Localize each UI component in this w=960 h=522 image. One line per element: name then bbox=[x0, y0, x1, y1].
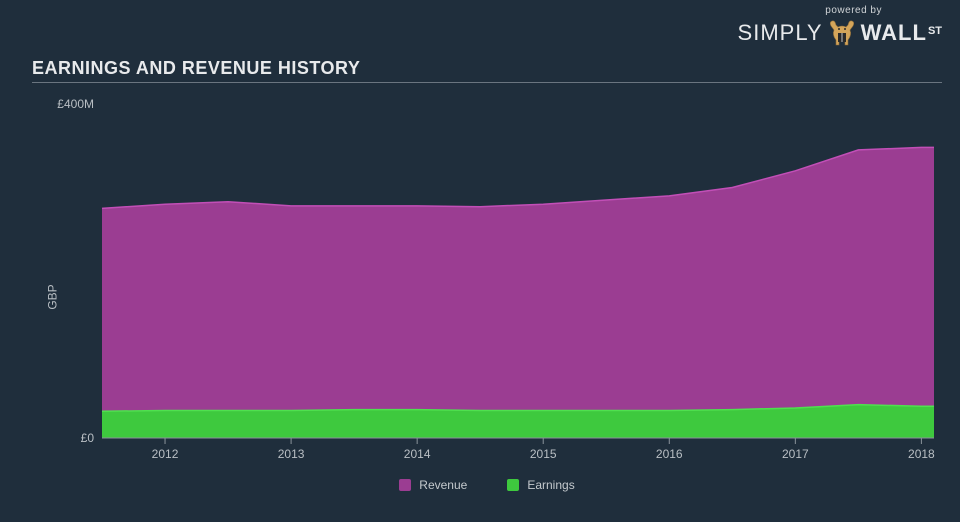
area-revenue bbox=[102, 147, 934, 438]
x-tick-label: 2012 bbox=[152, 447, 179, 461]
legend-item-revenue: Revenue bbox=[399, 478, 467, 492]
chart-container: GBP 2012201320142015201620172018£0£400M … bbox=[32, 94, 942, 500]
legend-item-earnings: Earnings bbox=[507, 478, 574, 492]
legend-swatch bbox=[399, 479, 411, 491]
brand-simply: SIMPLY bbox=[738, 22, 823, 44]
area-chart: 2012 2013 2014 2015 2016 2017 2018 £0 £400M bbox=[32, 94, 942, 500]
y-tick-label: £400M bbox=[57, 97, 94, 111]
bull-icon bbox=[827, 18, 857, 48]
legend-label: Revenue bbox=[419, 478, 467, 492]
legend-label: Earnings bbox=[527, 478, 574, 492]
x-tick-label: 2015 bbox=[530, 447, 557, 461]
x-tick-label: 2017 bbox=[782, 447, 809, 461]
title-divider bbox=[32, 82, 942, 83]
brand-row: SIMPLY WALLST bbox=[738, 18, 942, 48]
brand-wall: WALLST bbox=[861, 22, 942, 44]
x-tick-label: 2013 bbox=[278, 447, 305, 461]
x-tick-label: 2014 bbox=[404, 447, 431, 461]
brand-wall-text: WALL bbox=[861, 20, 927, 45]
x-tick-label: 2016 bbox=[656, 447, 683, 461]
brand-st-text: ST bbox=[928, 25, 942, 37]
chart-legend: Revenue Earnings bbox=[32, 478, 942, 492]
y-tick-label: £0 bbox=[81, 431, 95, 445]
brand-logo: powered by SIMPLY WALLST bbox=[738, 6, 942, 48]
powered-by-label: powered by bbox=[738, 6, 882, 16]
x-tick-label: 2018 bbox=[908, 447, 935, 461]
chart-title: EARNINGS AND REVENUE HISTORY bbox=[32, 58, 360, 79]
y-axis-label: GBP bbox=[46, 284, 60, 309]
legend-swatch bbox=[507, 479, 519, 491]
